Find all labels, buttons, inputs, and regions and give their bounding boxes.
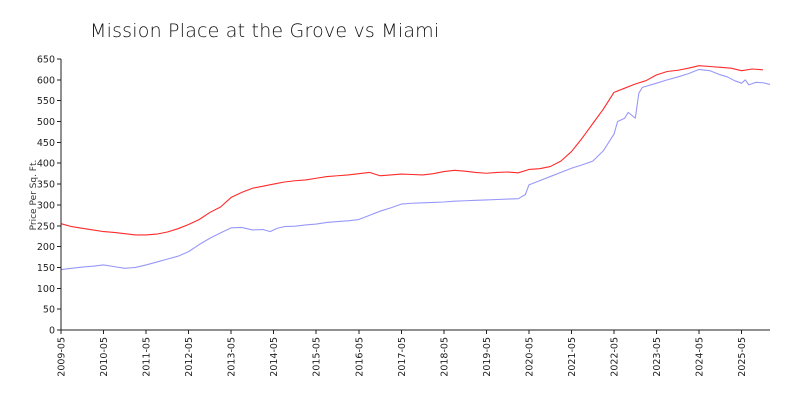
y-tick-label: 150: [37, 263, 55, 274]
chart-title: Mission Place at the Grove vs Miami: [90, 20, 440, 42]
x-tick-label: 2010-05: [99, 337, 110, 377]
y-tick-label: 500: [37, 117, 55, 128]
x-tick-label: 2012-05: [184, 337, 195, 377]
x-tick-label: 2020-05: [524, 337, 535, 377]
x-tick-label: 2018-05: [439, 337, 450, 377]
x-tick-label: 2009-05: [57, 337, 68, 377]
x-tick-label: 2015-05: [312, 337, 323, 377]
x-tick-label: 2022-05: [610, 337, 621, 377]
y-tick-label: 250: [37, 221, 55, 232]
x-tick-label: 2017-05: [397, 337, 408, 377]
series-line-2: [60, 68, 771, 271]
y-tick-label: 300: [37, 200, 55, 211]
y-tick-label: 400: [37, 159, 55, 170]
y-tick-label: 650: [37, 55, 55, 66]
x-tick-label: 2021-05: [567, 337, 578, 377]
y-tick-label: 350: [37, 180, 55, 191]
x-tick-label: 2011-05: [142, 337, 153, 377]
y-tick-label: 550: [37, 96, 55, 107]
x-tick-label: 2014-05: [269, 337, 280, 377]
y-tick-label: 100: [37, 284, 55, 295]
x-tick-label: 2024-05: [695, 337, 706, 377]
y-tick-label: 600: [37, 75, 55, 86]
y-tick-label: 50: [43, 305, 55, 316]
x-axis-ticks: 2009-05 2010-05 2011-05 2012-05 2013-05 2014-…: [57, 330, 748, 377]
y-axis-label: Price Per Sq. Ft.: [29, 160, 39, 231]
series-layer: [60, 65, 771, 271]
x-tick-label: 2023-05: [652, 337, 663, 377]
x-tick-label: 2016-05: [354, 337, 365, 377]
y-tick-label: 200: [37, 242, 55, 253]
x-tick-label: 2019-05: [482, 337, 493, 377]
y-axis-ticks: 0 50 100 150 200 250 300 350 400 450 500 550 600 650: [37, 55, 61, 337]
series-line-1: [60, 65, 763, 236]
x-tick-label: 2025-05: [737, 337, 748, 377]
x-tick-label: 2013-05: [227, 337, 238, 377]
y-tick-label: 0: [49, 326, 55, 337]
y-tick-label: 450: [37, 138, 55, 149]
